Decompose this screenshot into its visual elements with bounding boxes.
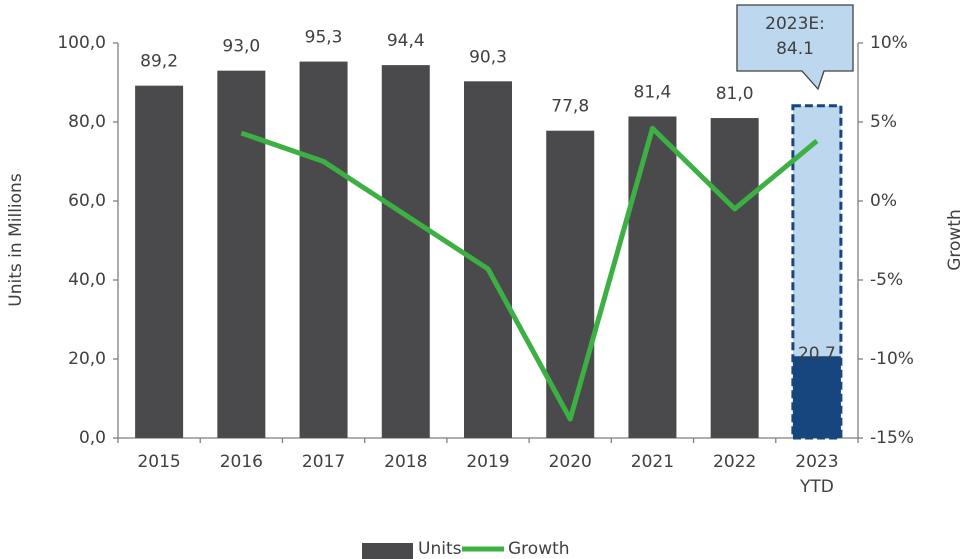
growth-line — [240, 125, 819, 422]
y-tick-label: 80,0 — [68, 112, 106, 132]
y2-tick-label: 5% — [870, 112, 897, 132]
x-tick-label: 2019 — [466, 452, 509, 472]
callout-label: 2023E: — [765, 14, 825, 34]
bar — [792, 356, 841, 438]
x-tick-label: 2023 YTD — [795, 452, 838, 497]
y-axis-title: Units in Millions — [6, 173, 26, 307]
bar — [299, 61, 348, 438]
bar — [381, 65, 430, 439]
y2-tick-label: -5% — [870, 270, 903, 290]
y2-tick-label: 0% — [870, 191, 897, 211]
x-tick-label: 2015 — [137, 452, 180, 472]
y-tick-label: 40,0 — [68, 270, 106, 290]
y2-tick-label: 10% — [870, 33, 908, 53]
bar-value-label: 20,7 — [798, 344, 836, 364]
bar-value-label: 77,8 — [551, 97, 589, 117]
y-tick-label: 100,0 — [57, 33, 106, 53]
x-tick-label: 2016 — [220, 452, 263, 472]
bar-value-label: 81,4 — [634, 82, 672, 102]
callout-box — [736, 4, 854, 91]
y-tick-label: 20,0 — [68, 349, 106, 369]
bar — [628, 116, 677, 438]
bar — [217, 70, 266, 439]
x-tick-label: 2020 — [549, 452, 592, 472]
bar-value-label: 94,4 — [387, 31, 425, 51]
bar — [135, 85, 184, 438]
legend-swatch — [362, 543, 413, 559]
bar-value-label: 95,3 — [305, 28, 343, 48]
x-tick-label: 2018 — [384, 452, 427, 472]
y2-tick-label: -15% — [870, 428, 914, 448]
x-tick-label: 2022 — [713, 452, 756, 472]
bar-value-label: 81,0 — [716, 84, 754, 104]
legend-label: Units — [418, 539, 462, 559]
y2-axis-title: Growth — [945, 209, 965, 271]
bar — [710, 118, 759, 439]
legend-label: Growth — [508, 539, 570, 559]
x-tick-label: 2017 — [302, 452, 345, 472]
x-tick-label: 2021 — [631, 452, 674, 472]
callout-value: 84.1 — [776, 39, 814, 59]
bar-value-label: 89,2 — [140, 52, 178, 72]
y-tick-label: 60,0 — [68, 191, 106, 211]
bar-value-label: 90,3 — [469, 47, 507, 67]
y2-tick-label: -10% — [870, 349, 914, 369]
y-tick-label: 0,0 — [79, 428, 106, 448]
bar-value-label: 93,0 — [222, 37, 260, 57]
